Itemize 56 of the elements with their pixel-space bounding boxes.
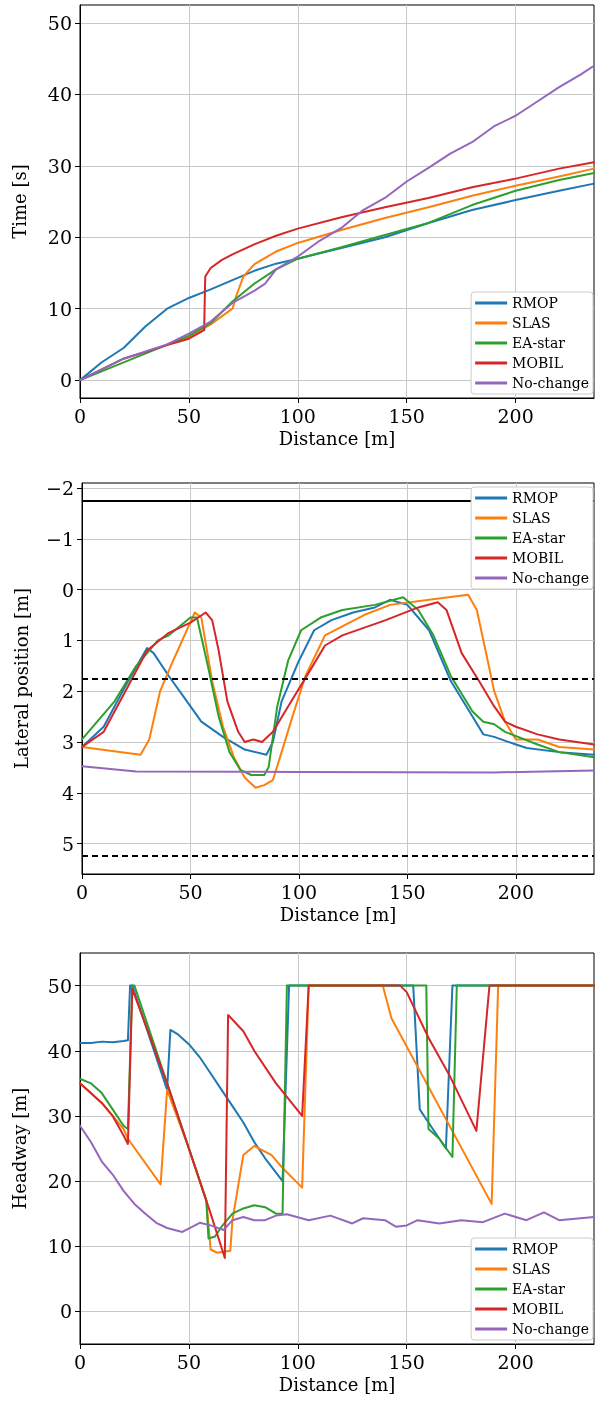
y-axis-title: Headway [m] [8,1087,30,1210]
x-tick-label: 200 [497,880,535,903]
x-tick-label: 100 [279,1350,316,1373]
y-tick-label: 0 [61,578,74,601]
y-tick-label: 0 [59,1300,72,1323]
line-series [81,765,595,774]
y-tick-label: 40 [47,1039,72,1062]
x-tick-label: 100 [280,880,318,903]
legend-label: MOBIL [512,550,564,566]
y-tick-label: 50 [47,11,72,34]
x-tick-label: 200 [497,1350,534,1373]
y-axis-title: Time [s] [8,164,30,239]
y-tick-label: 30 [47,1104,72,1127]
y-tick-label: 10 [47,1235,72,1258]
y-tick-label: 40 [47,83,72,106]
y-tick-label: 3 [61,730,74,753]
x-tick-label: 50 [178,880,203,903]
legend-label: MOBIL [512,1301,564,1317]
y-tick-label: 50 [47,974,72,997]
y-tick-label: 30 [47,154,72,177]
y-tick-label: 5 [61,832,74,855]
x-tick-label: 50 [176,404,201,427]
y-tick-label: 20 [47,226,72,249]
legend-label: No-change [512,1321,590,1337]
legend-label: EA-star [512,335,566,351]
x-axis-title: Distance [m] [279,904,397,926]
legend-label: RMOP [512,295,558,311]
x-tick-label: 150 [388,1350,425,1373]
legend-label: SLAS [512,510,551,526]
line-series [79,1124,595,1233]
y-tick-label: 4 [61,781,74,804]
y-tick-label: 1 [61,629,74,652]
x-axis-title: Distance [m] [278,1374,396,1396]
x-tick-label: 150 [388,404,425,427]
legend-label: MOBIL [512,355,564,371]
x-tick-label: 200 [497,404,534,427]
y-tick-label: 0 [59,369,72,392]
x-tick-label: 50 [176,1350,201,1373]
x-tick-label: 100 [279,404,316,427]
legend-label: SLAS [512,315,551,331]
legend-label: RMOP [512,1241,558,1257]
y-tick-label: 10 [47,297,72,320]
y-tick-label: 20 [47,1170,72,1193]
x-tick-label: 150 [389,880,426,903]
legend-label: EA-star [512,1281,566,1297]
legend-label: RMOP [512,490,558,506]
legend-label: No-change [512,570,590,586]
legend-label: No-change [512,375,590,391]
y-tick-label: −2 [45,477,74,500]
legend-label: SLAS [512,1261,551,1277]
legend-label: EA-star [512,530,566,546]
x-axis-title: Distance [m] [278,428,396,450]
y-tick-label: −1 [45,527,74,550]
y-axis-title: Lateral position [m] [10,588,32,769]
x-tick-label: 0 [75,880,89,903]
y-tick-label: 2 [61,680,74,703]
